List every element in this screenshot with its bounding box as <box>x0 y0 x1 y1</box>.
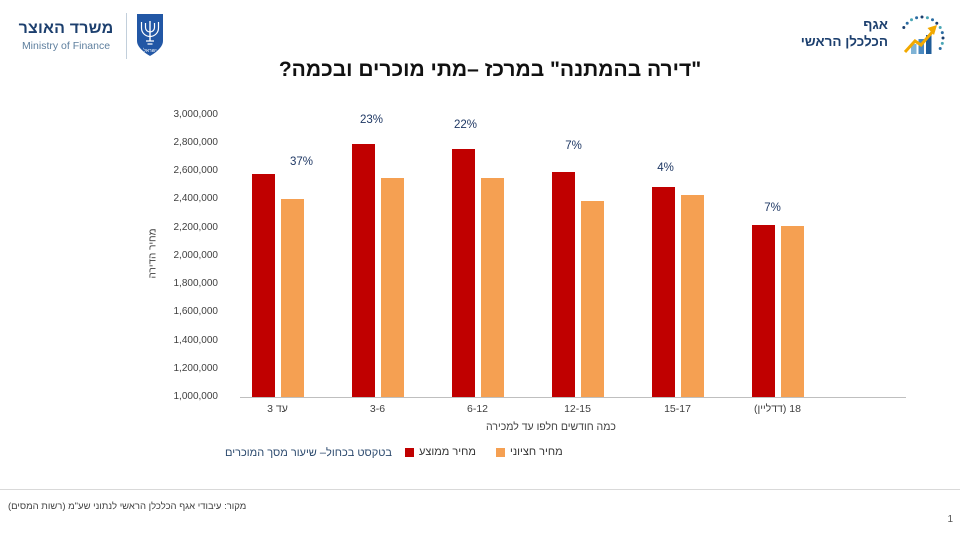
legend-label-median: מחיר חציוני <box>509 446 563 458</box>
bar-median-2 <box>380 178 404 397</box>
division-name-line2: הכלכלן הראשי <box>800 34 888 49</box>
percent-label-5: 4% <box>657 162 674 174</box>
source-footnote: מקור: עיבודי אגף הכלכלן הראשי לנתוני שע"… <box>8 501 247 512</box>
legend-swatch-average <box>405 447 414 457</box>
y-tick-label: 1,600,000 <box>173 306 219 318</box>
bar-median-1 <box>280 199 304 397</box>
y-tick-label: 2,800,000 <box>173 136 219 148</box>
y-tick-label: 2,000,000 <box>173 249 219 261</box>
israel-emblem-icon: ישראל <box>137 14 163 56</box>
x-tick-label: 18 (דדליין) <box>754 403 801 415</box>
legend-swatch-median <box>495 447 505 457</box>
y-tick-label: 1,000,000 <box>173 391 219 402</box>
legend: מחיר ממוצע מחיר חציוני <box>405 446 563 458</box>
y-tick-label: 1,800,000 <box>173 278 219 290</box>
x-tick-label: 15-17 <box>664 403 691 415</box>
percent-label-2: 23% <box>359 114 384 126</box>
chart-title: "דירה בהמתנה" במרכז –מתי מוכרים ובכמה? <box>278 58 702 81</box>
division-name-line1: אגף <box>863 17 888 33</box>
page-number: 1 <box>947 514 953 525</box>
x-axis-line <box>240 397 906 398</box>
x-tick-label: 3-6 <box>369 403 386 415</box>
bar-average-6 <box>751 224 775 397</box>
bar-average-5 <box>651 186 675 397</box>
ministry-name-block: משרד האוצר Ministry of Finance <box>14 20 118 52</box>
x-axis-title: כמה חודשים חלפו עד למכירה <box>486 421 616 433</box>
bar-median-5 <box>680 195 704 397</box>
percent-label-3: 22% <box>453 119 478 131</box>
percent-label-6: 7% <box>764 202 781 214</box>
bar-median-6 <box>780 225 804 397</box>
header-divider-left <box>126 13 127 59</box>
bar-average-3 <box>451 149 475 397</box>
bar-average-2 <box>351 144 375 397</box>
y-tick-label: 2,200,000 <box>173 221 219 233</box>
y-tick-label: 3,000,000 <box>173 108 219 120</box>
y-tick-label: 1,400,000 <box>173 334 219 346</box>
percent-label-4: 7% <box>565 140 582 152</box>
percent-label-1: 37% <box>289 156 314 168</box>
legend-item-median: מחיר חציוני <box>495 446 563 458</box>
y-tick-label: 2,400,000 <box>173 193 219 205</box>
y-tick-label: 2,600,000 <box>173 165 219 177</box>
bar-median-4 <box>580 200 604 397</box>
legend-label-average: מחיר ממוצע <box>419 446 476 458</box>
ministry-name-he: משרד האוצר <box>18 20 114 37</box>
bar-average-4 <box>551 171 575 397</box>
legend-note: בטקסט בכחול– שיעור מסך המוכרים <box>225 447 392 459</box>
x-tick-label: 12-15 <box>564 403 591 415</box>
svg-text:ישראל: ישראל <box>143 47 156 54</box>
y-axis-title: מחיר הדירה <box>147 228 159 279</box>
x-tick-label: 6-12 <box>466 403 488 415</box>
chief-economist-logo-icon <box>902 15 945 54</box>
footer-divider <box>0 489 960 490</box>
x-tick-label: עד 3 <box>267 403 288 415</box>
division-name-block: אגף הכלכלן הראשי <box>801 17 888 51</box>
bar-median-3 <box>480 177 504 397</box>
bar-average-1 <box>251 173 275 397</box>
header-division: אגף הכלכלן הראשי <box>801 8 950 60</box>
header-ministry: משרד האוצר Ministry of Finance ישראל <box>14 12 165 60</box>
y-tick-label: 1,200,000 <box>173 362 219 374</box>
legend-item-average: מחיר ממוצע <box>405 446 476 458</box>
ministry-name-en: Ministry of Finance <box>21 40 111 52</box>
